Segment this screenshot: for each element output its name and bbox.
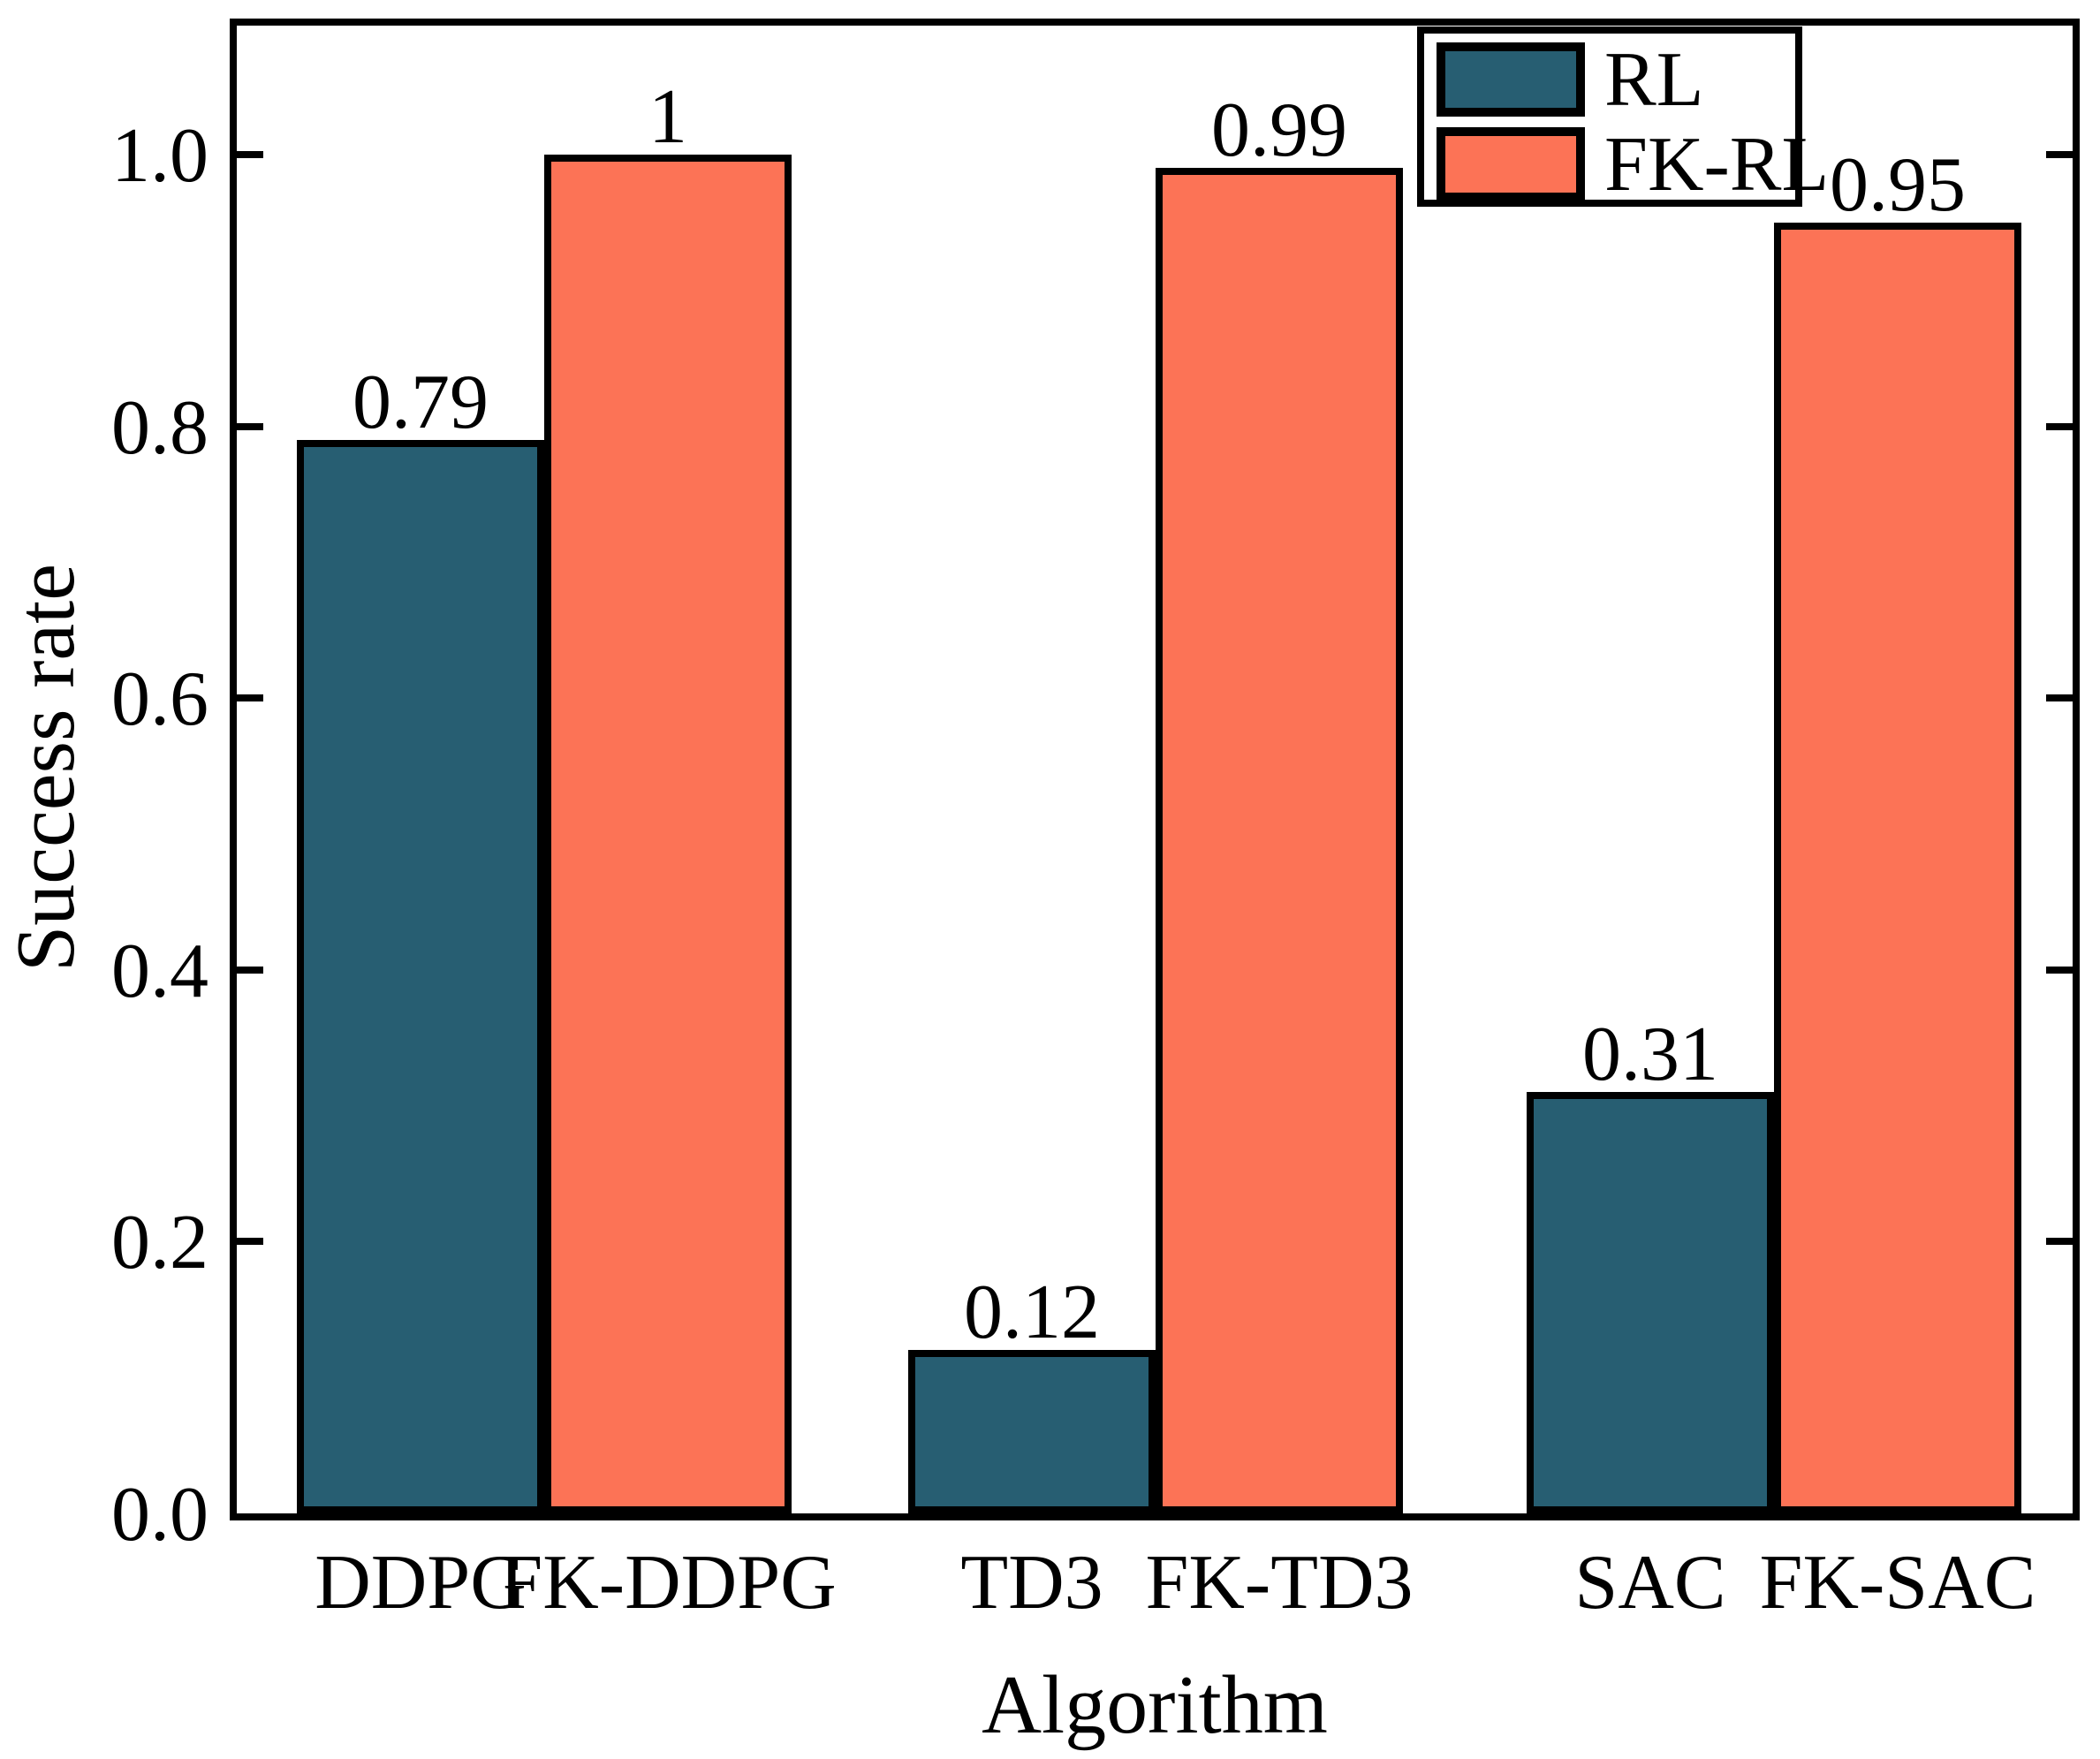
value-label-fk-ddpg: 1 — [648, 74, 687, 160]
bar-fk-td3 — [1156, 168, 1403, 1513]
y-tick-left — [237, 423, 263, 430]
legend-swatch-fk-rl — [1437, 127, 1585, 201]
legend-swatch-rl — [1437, 42, 1585, 117]
y-tick-label-0.0: 0.0 — [111, 1472, 208, 1558]
bar-ddpg — [297, 440, 544, 1513]
y-tick-left — [237, 1238, 263, 1245]
y-tick-label-1.0: 1.0 — [111, 113, 208, 199]
value-label-fk-sac: 0.95 — [1830, 142, 1966, 228]
x-axis-title: Algorithm — [982, 1659, 1328, 1751]
plot-area — [230, 19, 2080, 1520]
y-tick-left — [237, 967, 263, 974]
legend-label-fk-rl: FK-RL — [1604, 122, 1830, 208]
bar-fk-sac — [1774, 223, 2021, 1513]
y-tick-right — [2046, 967, 2073, 974]
value-label-sac: 0.31 — [1582, 1012, 1718, 1097]
bar-td3 — [908, 1350, 1156, 1513]
value-label-td3: 0.12 — [964, 1270, 1100, 1355]
y-axis-title: Success rate — [0, 564, 92, 972]
y-tick-label-0.2: 0.2 — [111, 1200, 208, 1285]
y-tick-label-0.4: 0.4 — [111, 929, 208, 1014]
legend-label-rl: RL — [1604, 37, 1704, 123]
bar-fk-ddpg — [544, 155, 792, 1513]
x-tick-label-fk-ddpg: FK-DDPG — [499, 1540, 837, 1626]
value-label-ddpg: 0.79 — [353, 360, 489, 445]
x-tick-label-ddpg: DDPG — [315, 1540, 527, 1626]
y-tick-right — [2046, 151, 2073, 158]
y-tick-label-0.6: 0.6 — [111, 656, 208, 742]
y-tick-right — [2046, 1238, 2073, 1245]
x-tick-label-fk-td3: FK-TD3 — [1145, 1540, 1414, 1626]
y-tick-right — [2046, 423, 2073, 430]
y-tick-right — [2046, 694, 2073, 701]
bar-sac — [1527, 1092, 1774, 1513]
y-tick-label-0.8: 0.8 — [111, 385, 208, 471]
y-tick-left — [237, 151, 263, 158]
legend: RL FK-RL — [1417, 27, 1829, 207]
x-tick-label-fk-sac: FK-SAC — [1759, 1540, 2036, 1626]
value-label-fk-td3: 0.99 — [1211, 87, 1347, 173]
x-tick-label-sac: SAC — [1574, 1540, 1726, 1626]
y-tick-left — [237, 694, 263, 701]
x-tick-label-td3: TD3 — [960, 1540, 1103, 1626]
